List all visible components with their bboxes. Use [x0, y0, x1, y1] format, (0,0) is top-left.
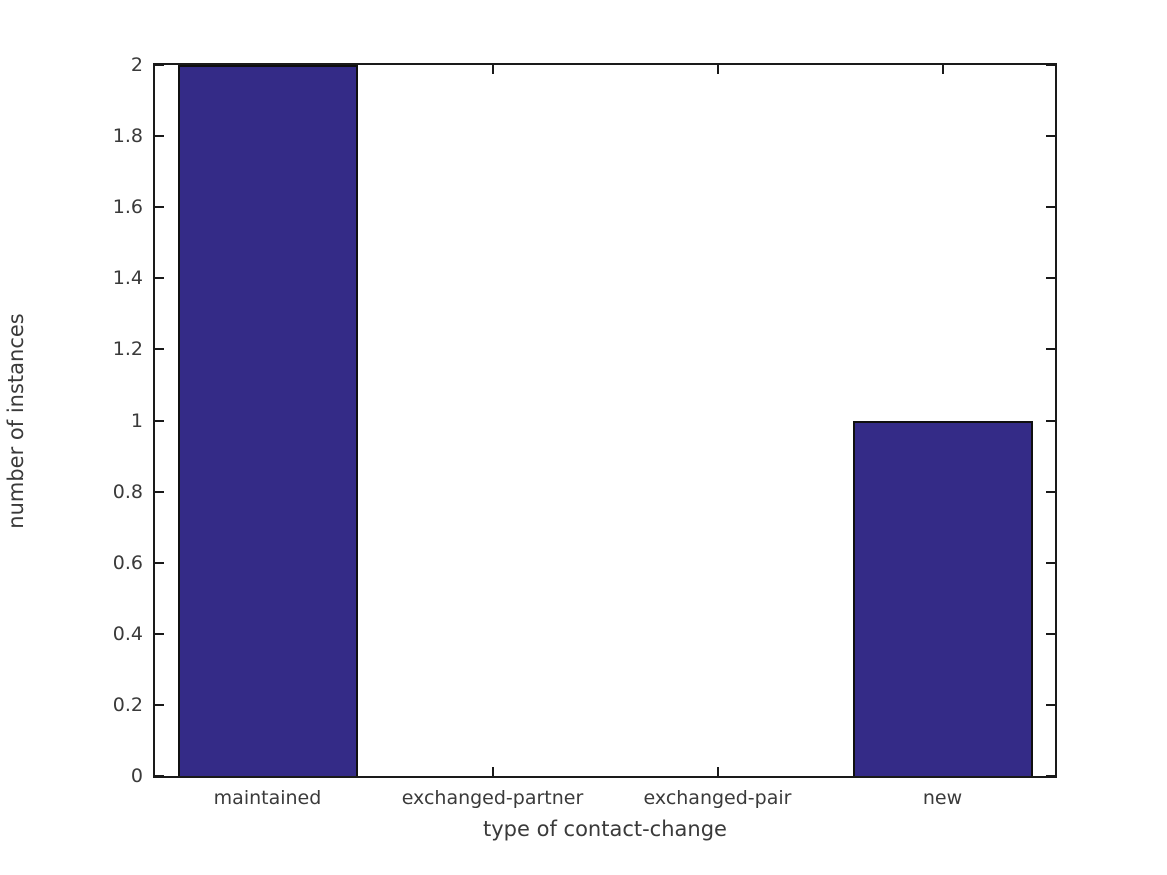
- y-tick-right: [1046, 277, 1055, 280]
- x-tick-label-new: new: [922, 787, 963, 809]
- y-tick-right: [1046, 348, 1055, 351]
- x-tick-bottom: [491, 767, 494, 776]
- x-axis-label: type of contact-change: [483, 817, 727, 841]
- y-tick-right: [1046, 561, 1055, 564]
- y-tick-label: 1: [130, 409, 143, 432]
- y-tick-left: [155, 632, 164, 635]
- bar-maintained: [177, 65, 358, 776]
- x-tick-top: [491, 65, 494, 74]
- y-tick-label: 0.2: [112, 693, 143, 716]
- x-tick-label-exchanged-partner: exchanged-partner: [401, 787, 584, 809]
- y-tick-left: [155, 348, 164, 351]
- y-tick-left: [155, 277, 164, 280]
- y-tick-right: [1046, 206, 1055, 209]
- y-tick-right: [1046, 632, 1055, 635]
- y-tick-left: [155, 419, 164, 422]
- y-tick-left: [155, 561, 164, 564]
- y-tick-left: [155, 206, 164, 209]
- y-tick-right: [1046, 64, 1055, 66]
- y-tick-left: [155, 775, 164, 777]
- x-tick-bottom: [716, 767, 719, 776]
- y-tick-label: 2: [130, 54, 143, 76]
- y-tick-label: 1.8: [112, 125, 143, 148]
- y-tick-label: 1.4: [112, 267, 143, 290]
- x-tick-label-maintained: maintained: [213, 787, 322, 809]
- y-tick-right: [1046, 490, 1055, 493]
- y-tick-right: [1046, 703, 1055, 706]
- plot-area: [153, 63, 1057, 778]
- y-tick-left: [155, 135, 164, 138]
- y-tick-label: 1.6: [112, 196, 143, 219]
- y-tick-label: 0.4: [112, 622, 143, 645]
- y-tick-left: [155, 703, 164, 706]
- y-tick-left: [155, 64, 164, 66]
- bar-new: [852, 420, 1033, 776]
- x-tick-top: [941, 65, 944, 74]
- y-tick-right: [1046, 419, 1055, 422]
- y-tick-left: [155, 490, 164, 493]
- y-tick-label: 0.8: [112, 480, 143, 503]
- y-axis-label: number of instances: [4, 313, 28, 529]
- x-tick-top: [716, 65, 719, 74]
- y-tick-label: 0.6: [112, 551, 143, 574]
- y-tick-label: 1.2: [112, 338, 143, 361]
- y-tick-label: 0: [130, 765, 143, 787]
- y-tick-right: [1046, 135, 1055, 138]
- x-tick-label-exchanged-pair: exchanged-pair: [643, 787, 792, 809]
- y-tick-right: [1046, 775, 1055, 777]
